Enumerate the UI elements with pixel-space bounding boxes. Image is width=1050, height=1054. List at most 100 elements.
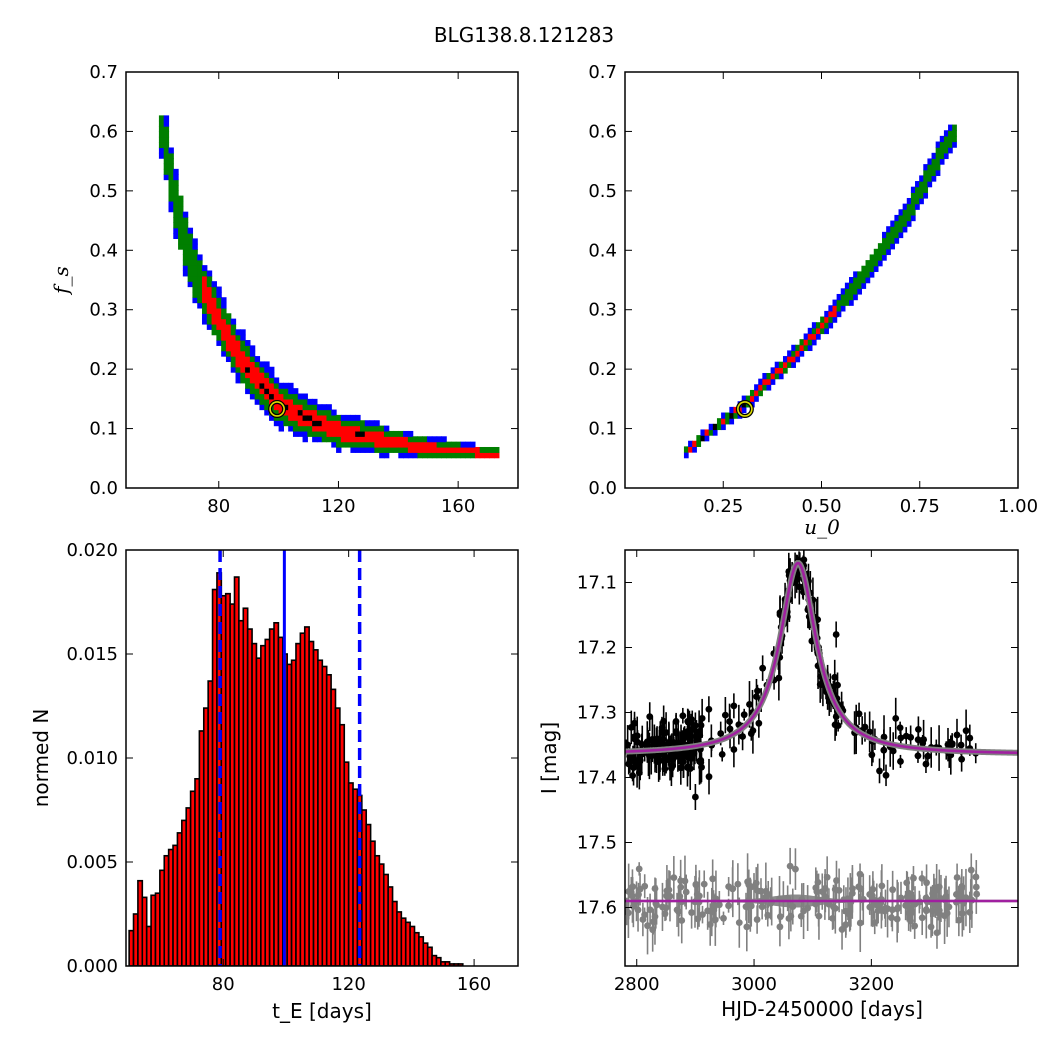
heatmap-cell-middle bbox=[923, 181, 929, 188]
heatmap-cell-inner bbox=[470, 446, 476, 453]
residual-point bbox=[725, 902, 732, 910]
heatmap-cell-outer bbox=[364, 446, 371, 453]
heatmap-cell-core bbox=[355, 430, 361, 437]
residual-point bbox=[894, 904, 902, 911]
heatmap-cell-inner bbox=[795, 350, 801, 357]
heatmap-cell-outer bbox=[206, 270, 213, 277]
heatmap-cell-middle bbox=[898, 214, 904, 222]
heatmap-cell-inner bbox=[331, 420, 337, 427]
heatmap-cell-inner bbox=[393, 441, 399, 448]
heatmap-cell-inner bbox=[240, 361, 246, 368]
heatmap-cell-middle bbox=[948, 141, 953, 148]
heatmap-cell-middle bbox=[725, 412, 730, 419]
heatmap-cell-inner bbox=[211, 318, 217, 325]
heatmap-cell-outer bbox=[269, 366, 275, 373]
heatmap-cell-outer bbox=[350, 446, 356, 453]
data-point bbox=[944, 741, 952, 749]
heatmap-cell-middle bbox=[369, 441, 375, 448]
heatmap-cell-inner bbox=[273, 404, 280, 411]
heatmap-cell-middle bbox=[254, 388, 261, 395]
residual-point bbox=[735, 919, 743, 927]
heatmap-cell-middle bbox=[158, 136, 165, 143]
data-point bbox=[892, 714, 900, 722]
residual-point bbox=[792, 865, 799, 873]
heatmap-cell-outer bbox=[861, 282, 867, 289]
heatmap-cell-outer bbox=[890, 243, 896, 250]
y-tick-label: 0.2 bbox=[89, 359, 118, 380]
heatmap-cell-outer bbox=[235, 377, 241, 384]
heatmap-cell-inner bbox=[479, 452, 486, 459]
heatmap-cell-middle bbox=[436, 452, 442, 459]
heatmap-cell-inner bbox=[211, 302, 217, 309]
heatmap-cell-inner bbox=[216, 313, 222, 320]
heatmap-cell-middle bbox=[427, 452, 433, 459]
heatmap-cell-middle bbox=[249, 388, 256, 395]
heatmap-cell-outer bbox=[297, 393, 304, 400]
heatmap-cell-middle bbox=[182, 222, 189, 229]
heatmap-cell-outer bbox=[379, 452, 385, 459]
heatmap-cell-middle bbox=[206, 318, 213, 325]
heatmap-cell-outer bbox=[919, 197, 924, 205]
heatmap-cell-middle bbox=[836, 299, 842, 306]
heatmap-cell-middle bbox=[192, 281, 198, 288]
heatmap-cell-middle bbox=[877, 248, 883, 256]
heatmap-cell-middle bbox=[187, 270, 194, 277]
heatmap-cell-middle bbox=[412, 436, 419, 443]
heatmap-cell-middle bbox=[240, 340, 246, 346]
heatmap-cell-inner bbox=[345, 430, 352, 437]
heatmap-cell-middle bbox=[316, 430, 323, 437]
heatmap-cell-middle bbox=[254, 393, 261, 400]
heatmap-cell-middle bbox=[192, 254, 198, 261]
heatmap-cell-middle bbox=[158, 131, 165, 138]
heatmap-cell-inner bbox=[383, 436, 390, 443]
heatmap-cell-middle bbox=[321, 409, 328, 416]
heatmap-cell-outer bbox=[273, 420, 280, 427]
heatmap-cell-outer bbox=[245, 388, 251, 395]
heatmap-cell-middle bbox=[197, 265, 203, 272]
heatmap-cell-inner bbox=[221, 318, 227, 325]
heatmap-cell-middle bbox=[898, 220, 904, 227]
heatmap-cell-middle bbox=[230, 356, 237, 363]
heatmap-cell-inner bbox=[379, 436, 385, 443]
residual-point bbox=[776, 913, 784, 921]
residual-point bbox=[918, 874, 926, 882]
heatmap-cell-middle bbox=[235, 366, 241, 373]
heatmap-cell-inner bbox=[360, 436, 366, 443]
residual-point bbox=[815, 912, 823, 920]
heatmap-cell-outer bbox=[254, 398, 261, 405]
heatmap-cell-middle bbox=[849, 282, 854, 289]
heatmap-cell-middle bbox=[297, 398, 304, 405]
residual-point bbox=[704, 907, 712, 915]
heatmap-cells bbox=[683, 124, 957, 459]
data-point bbox=[882, 771, 890, 779]
y-tick-label: 0.5 bbox=[89, 181, 118, 202]
x-tick-label: 2800 bbox=[614, 974, 660, 995]
heatmap-cell-outer bbox=[840, 305, 846, 312]
heatmap-cell-middle bbox=[197, 291, 203, 298]
heatmap-cell-outer bbox=[754, 384, 759, 391]
heatmap-cell-middle bbox=[182, 254, 189, 261]
residual-point bbox=[752, 879, 760, 887]
heatmap-cell-middle bbox=[245, 345, 251, 352]
heatmap-cell-outer bbox=[948, 147, 953, 154]
heatmap-cell-inner bbox=[427, 446, 433, 453]
heatmap-cell-inner bbox=[427, 441, 433, 448]
heatmap-cell-middle bbox=[168, 168, 174, 175]
heatmap-cell-outer bbox=[832, 299, 838, 306]
y-tick-label: 0.2 bbox=[588, 359, 617, 380]
heatmap-cell-middle bbox=[273, 409, 280, 416]
heatmap-cell-middle bbox=[716, 423, 722, 431]
heatmap-cell-middle bbox=[259, 366, 265, 373]
heatmap-cell-middle bbox=[245, 350, 251, 357]
heatmap-cell-outer bbox=[700, 429, 706, 436]
residual-point bbox=[897, 894, 905, 902]
heatmap-cell-inner bbox=[340, 425, 347, 432]
residual-point bbox=[910, 874, 917, 882]
heatmap-cell-middle bbox=[758, 389, 763, 397]
heatmap-cell-middle bbox=[952, 130, 957, 137]
heatmap-cell-inner bbox=[245, 356, 251, 363]
heatmap-cell-middle bbox=[168, 184, 174, 191]
heatmap-cell-middle bbox=[450, 441, 457, 448]
heatmap-cell-inner bbox=[441, 446, 447, 453]
residual-point bbox=[764, 911, 772, 919]
